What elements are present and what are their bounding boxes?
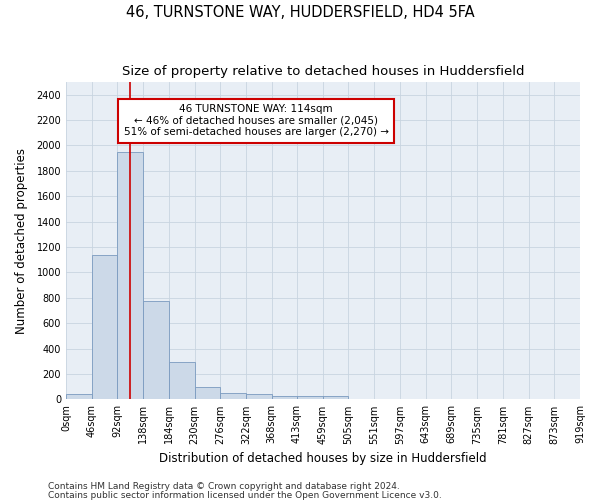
Text: 46 TURNSTONE WAY: 114sqm
← 46% of detached houses are smaller (2,045)
51% of sem: 46 TURNSTONE WAY: 114sqm ← 46% of detach… <box>124 104 389 138</box>
Text: Contains public sector information licensed under the Open Government Licence v3: Contains public sector information licen… <box>48 490 442 500</box>
Title: Size of property relative to detached houses in Huddersfield: Size of property relative to detached ho… <box>122 65 524 78</box>
Bar <box>246 394 272 400</box>
Bar <box>118 152 143 400</box>
Bar <box>323 396 349 400</box>
Bar <box>169 362 194 400</box>
Y-axis label: Number of detached properties: Number of detached properties <box>15 148 28 334</box>
Bar <box>194 386 220 400</box>
Text: Contains HM Land Registry data © Crown copyright and database right 2024.: Contains HM Land Registry data © Crown c… <box>48 482 400 491</box>
Bar <box>143 301 169 400</box>
Bar <box>92 254 118 400</box>
Bar <box>220 393 246 400</box>
X-axis label: Distribution of detached houses by size in Huddersfield: Distribution of detached houses by size … <box>159 452 487 465</box>
Bar <box>297 396 323 400</box>
Bar <box>66 394 92 400</box>
Text: 46, TURNSTONE WAY, HUDDERSFIELD, HD4 5FA: 46, TURNSTONE WAY, HUDDERSFIELD, HD4 5FA <box>125 5 475 20</box>
Bar <box>272 396 297 400</box>
